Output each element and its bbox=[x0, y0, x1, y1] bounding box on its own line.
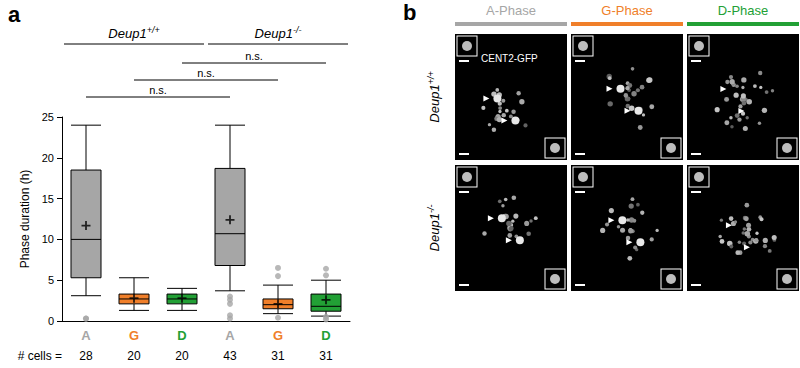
svg-text:0: 0 bbox=[48, 315, 54, 327]
svg-text:D: D bbox=[177, 328, 186, 343]
svg-text:20: 20 bbox=[175, 349, 189, 363]
svg-text:b: b bbox=[403, 0, 416, 25]
svg-text:A: A bbox=[225, 328, 235, 343]
svg-text:31: 31 bbox=[271, 349, 285, 363]
svg-text:+/+: +/+ bbox=[147, 25, 160, 35]
svg-text:A-Phase: A-Phase bbox=[486, 3, 536, 18]
svg-text:-/-: -/- bbox=[293, 25, 302, 35]
svg-text:a: a bbox=[8, 2, 21, 27]
svg-text:10: 10 bbox=[42, 233, 54, 245]
svg-text:CENT2-GFP: CENT2-GFP bbox=[481, 53, 538, 64]
svg-text:Phase duration (h): Phase duration (h) bbox=[18, 170, 32, 269]
svg-text:43: 43 bbox=[223, 349, 237, 363]
svg-text:28: 28 bbox=[79, 349, 93, 363]
svg-text:n.s.: n.s. bbox=[245, 50, 263, 62]
svg-text:n.s.: n.s. bbox=[149, 84, 167, 96]
svg-text:# cells =: # cells = bbox=[18, 349, 62, 363]
svg-text:20: 20 bbox=[127, 349, 141, 363]
svg-text:D: D bbox=[321, 328, 330, 343]
svg-text:31: 31 bbox=[319, 349, 333, 363]
svg-text:G: G bbox=[273, 328, 283, 343]
svg-text:5: 5 bbox=[48, 274, 54, 286]
svg-text:G-Phase: G-Phase bbox=[601, 3, 652, 18]
svg-text:D-Phase: D-Phase bbox=[718, 3, 769, 18]
svg-text:25: 25 bbox=[42, 111, 54, 123]
svg-text:Deup1+/+: Deup1+/+ bbox=[426, 71, 442, 122]
svg-text:15: 15 bbox=[42, 193, 54, 205]
svg-text:G: G bbox=[129, 328, 139, 343]
svg-text:Deup1: Deup1 bbox=[255, 26, 293, 41]
svg-text:Deup1-/-: Deup1-/- bbox=[426, 205, 442, 252]
svg-text:Deup1: Deup1 bbox=[108, 26, 146, 41]
svg-text:20: 20 bbox=[42, 152, 54, 164]
svg-text:A: A bbox=[81, 328, 91, 343]
svg-text:n.s.: n.s. bbox=[197, 67, 215, 79]
